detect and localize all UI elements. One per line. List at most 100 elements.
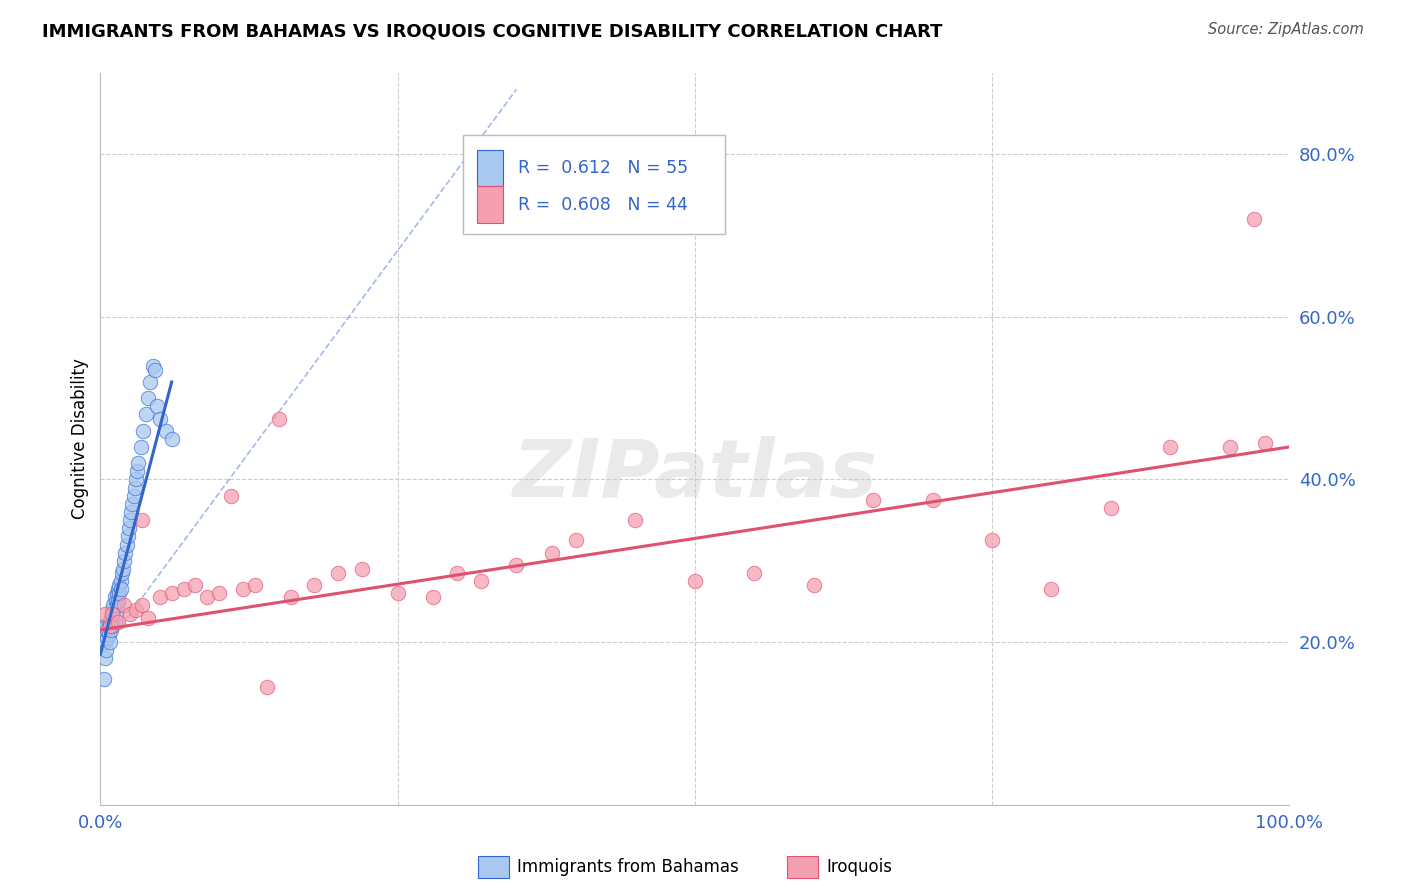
Point (149, 591, 172, 605)
Point (112, 599, 135, 613)
Y-axis label: Cognitive Disability: Cognitive Disability (72, 359, 89, 519)
Point (104, 594, 127, 608)
Point (120, 607, 142, 621)
Point (350, 562, 373, 576)
Bar (477, 186, 503, 223)
Point (110, 582, 132, 597)
Point (803, 578, 825, 592)
Point (565, 533, 588, 548)
Point (173, 582, 195, 597)
Text: ZIPatlas: ZIPatlas (512, 436, 877, 515)
Text: R =  0.612   N = 55: R = 0.612 N = 55 (517, 159, 688, 178)
Point (981, 533, 1004, 548)
Point (139, 375, 162, 389)
Point (97, 615, 120, 629)
Point (256, 680, 278, 694)
Point (149, 411, 172, 425)
Point (105, 586, 128, 600)
Point (94, 607, 117, 621)
Point (101, 602, 124, 616)
Point (136, 391, 159, 405)
Point (219, 489, 242, 503)
Point (146, 400, 169, 414)
Point (100, 610, 122, 624)
Point (104, 607, 127, 621)
Point (160, 432, 183, 446)
Point (112, 554, 135, 568)
Point (129, 440, 152, 454)
Point (103, 599, 125, 613)
Point (127, 464, 149, 478)
Point (96, 623, 118, 637)
Point (326, 566, 349, 580)
Point (114, 546, 136, 560)
Point (96, 643, 118, 657)
Point (1219, 440, 1241, 454)
Point (422, 591, 444, 605)
Point (862, 492, 884, 507)
Point (267, 411, 290, 425)
Point (121, 497, 143, 511)
Point (280, 591, 302, 605)
Point (541, 546, 564, 560)
Point (96, 631, 118, 645)
Point (96, 619, 118, 633)
Point (505, 558, 527, 572)
Point (115, 537, 138, 551)
Text: R =  0.608   N = 44: R = 0.608 N = 44 (517, 195, 688, 214)
Point (101, 619, 124, 633)
Point (107, 594, 129, 608)
Bar (463, 136, 724, 234)
Point (107, 615, 129, 629)
Point (117, 529, 139, 543)
Point (125, 473, 148, 487)
Point (195, 591, 218, 605)
Point (1243, 212, 1265, 227)
Point (208, 586, 231, 600)
Point (118, 521, 141, 535)
Bar (477, 150, 503, 186)
Point (110, 574, 132, 588)
Point (100, 623, 122, 637)
Point (94, 635, 117, 649)
Point (103, 607, 125, 621)
Point (120, 513, 142, 527)
Point (184, 578, 207, 592)
Point (160, 586, 183, 600)
Point (742, 566, 765, 580)
Point (304, 578, 326, 592)
Point (1099, 500, 1122, 515)
Point (232, 582, 254, 597)
Point (136, 610, 159, 624)
Point (101, 607, 124, 621)
Point (127, 456, 149, 470)
Point (142, 359, 165, 373)
Point (98, 635, 121, 649)
Point (98, 615, 121, 629)
Point (105, 599, 128, 613)
Point (446, 566, 468, 580)
Point (1254, 436, 1277, 450)
Text: Source: ZipAtlas.com: Source: ZipAtlas.com (1208, 22, 1364, 37)
Point (155, 424, 177, 438)
Point (104, 591, 127, 605)
Point (124, 481, 146, 495)
Text: Iroquois: Iroquois (827, 858, 893, 876)
Point (104, 615, 127, 629)
Point (94, 651, 117, 665)
Text: IMMIGRANTS FROM BAHAMAS VS IROQUOIS COGNITIVE DISABILITY CORRELATION CHART: IMMIGRANTS FROM BAHAMAS VS IROQUOIS COGN… (42, 22, 942, 40)
Point (135, 408, 157, 422)
Point (108, 586, 131, 600)
Point (132, 424, 155, 438)
Point (683, 574, 706, 588)
Point (93, 672, 115, 686)
Point (108, 578, 131, 592)
Point (125, 602, 148, 616)
Point (243, 578, 266, 592)
Point (143, 362, 166, 376)
Point (921, 492, 943, 507)
Text: Immigrants from Bahamas: Immigrants from Bahamas (517, 858, 740, 876)
Point (624, 513, 647, 527)
Point (387, 586, 409, 600)
Point (470, 574, 492, 588)
